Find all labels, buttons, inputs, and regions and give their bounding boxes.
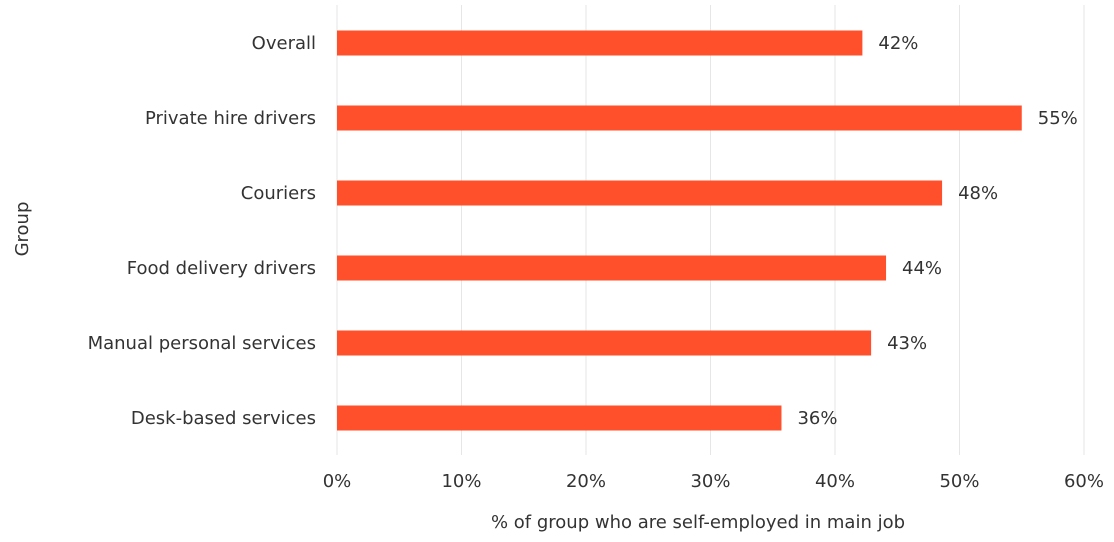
x-tick-label: 60% <box>1064 471 1104 492</box>
data-label: 43% <box>887 333 927 354</box>
x-axis-title: % of group who are self-employed in main… <box>491 512 905 533</box>
x-tick-label: 20% <box>566 471 606 492</box>
x-tick-label: 0% <box>323 471 352 492</box>
category-label: Desk-based services <box>131 408 316 429</box>
bar <box>337 105 1022 131</box>
y-axis-title: Group <box>12 202 33 257</box>
data-labels: 42% 55% 48% 44% 43% 36% <box>797 33 1077 429</box>
x-tick-label: 10% <box>441 471 481 492</box>
bar <box>337 255 887 281</box>
x-tick-label: 40% <box>815 471 855 492</box>
data-label: 42% <box>878 33 918 54</box>
x-tick-label: 50% <box>939 471 979 492</box>
data-label: 55% <box>1038 108 1078 129</box>
category-label: Couriers <box>241 183 316 204</box>
data-label: 44% <box>902 258 942 279</box>
gridlines <box>336 5 1085 455</box>
bar <box>337 330 872 356</box>
data-label: 48% <box>958 183 998 204</box>
bar <box>337 180 943 206</box>
x-axis-tick-labels: 0% 10% 20% 30% 40% 50% 60% <box>323 471 1104 492</box>
category-label: Food delivery drivers <box>127 258 316 279</box>
category-label: Private hire drivers <box>145 108 316 129</box>
category-labels: Overall Private hire drivers Couriers Food … <box>88 33 316 429</box>
bars <box>337 30 1022 431</box>
x-tick-label: 30% <box>690 471 730 492</box>
category-label: Manual personal services <box>88 333 316 354</box>
data-label: 36% <box>797 408 837 429</box>
bar <box>337 30 863 56</box>
category-label: Overall <box>252 33 316 54</box>
bar <box>337 405 782 431</box>
